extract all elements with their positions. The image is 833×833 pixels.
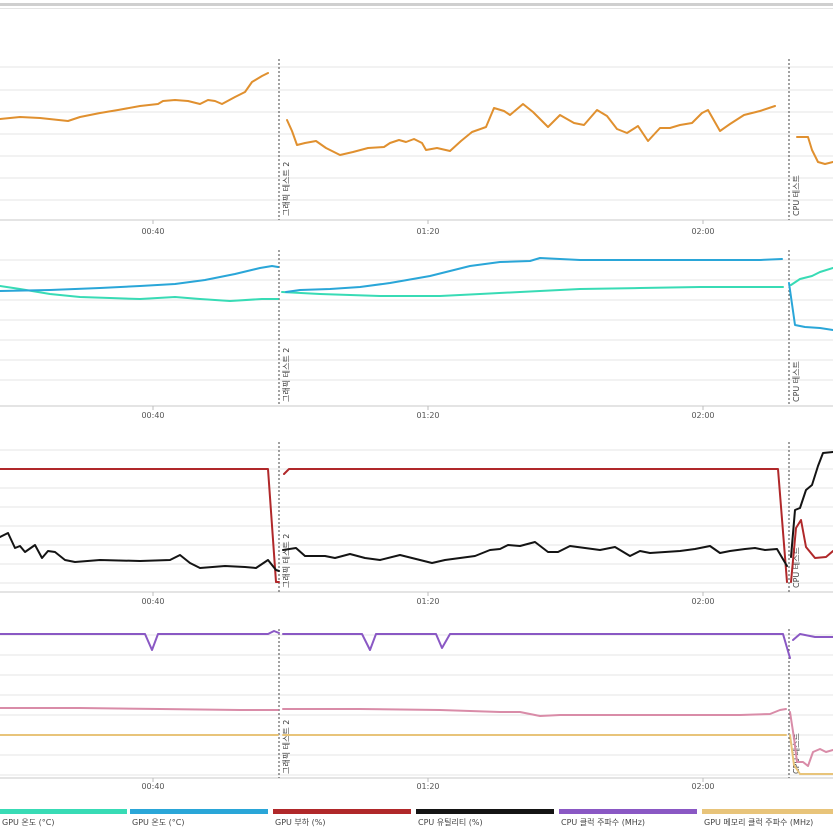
legend-label: CPU 유틸리티 (%) (418, 818, 483, 827)
series-line (0, 532, 280, 572)
x-tick-label: 02:00 (691, 782, 714, 791)
series-line (0, 285, 279, 302)
legend-label: GPU 온도 (°C) (2, 818, 55, 827)
legend-swatch (416, 809, 554, 814)
series-line (789, 711, 833, 767)
legend-item-cpu-clock[interactable]: CPU 클럭 주파수 (MHz) (559, 806, 697, 833)
legend-label: CPU 클럭 주파수 (MHz) (561, 818, 646, 827)
series-line (796, 136, 833, 165)
series-line (282, 708, 787, 717)
series-line (282, 633, 791, 659)
series-line (286, 103, 776, 156)
series-line (0, 468, 280, 583)
window-top-line (0, 3, 833, 6)
series-line (788, 282, 833, 331)
event-marker-label: 그래픽 테스트 2 (281, 348, 291, 402)
x-tick-label: 01:20 (416, 597, 439, 606)
series-line (790, 451, 833, 558)
x-tick-label: 02:00 (691, 227, 714, 236)
x-tick-label: 00:40 (141, 782, 164, 791)
legend-swatch (702, 809, 833, 814)
series-line (0, 72, 269, 122)
legend-swatch (559, 809, 697, 814)
series-line (792, 633, 833, 641)
event-marker-label: 그래픽 테스트 2 (281, 720, 291, 774)
x-tick-label: 02:00 (691, 597, 714, 606)
legend-item-gpu-temp-1[interactable]: GPU 온도 (°C) (0, 806, 127, 833)
event-marker-label: 그래픽 테스트 2 (281, 534, 291, 588)
legend-swatch (130, 809, 268, 814)
series-line (0, 265, 279, 292)
x-tick-label: 01:20 (416, 411, 439, 420)
x-tick-label: 00:40 (141, 227, 164, 236)
legend-item-gpu-temp-2[interactable]: GPU 온도 (°C) (130, 806, 268, 833)
legend-label: GPU 온도 (°C) (132, 818, 185, 827)
window-top-bar (0, 0, 833, 9)
x-tick-label: 01:20 (416, 227, 439, 236)
legend-swatch (273, 809, 411, 814)
event-marker-label: CPU 테스트 (792, 361, 801, 402)
series-line (0, 707, 279, 711)
event-marker-label: CPU 테스트 (792, 547, 801, 588)
x-tick-label: 02:00 (691, 411, 714, 420)
series-line (790, 519, 833, 583)
x-tick-label: 00:40 (141, 411, 164, 420)
event-marker-label: CPU 테스트 (792, 175, 801, 216)
series-line (281, 286, 784, 297)
legend-item-gpu-memory-clock[interactable]: GPU 메모리 클럭 주파수 (MHz) (702, 806, 833, 833)
legend-label: GPU 부하 (%) (275, 818, 326, 827)
x-tick-label: 00:40 (141, 597, 164, 606)
legend-swatch (0, 809, 127, 814)
legend-item-cpu-utility[interactable]: CPU 유틸리티 (%) (416, 806, 554, 833)
series-line (790, 267, 833, 286)
legend-item-gpu-load[interactable]: GPU 부하 (%) (273, 806, 411, 833)
event-marker-label: 그래픽 테스트 2 (281, 162, 291, 216)
chart-legend: GPU 온도 (°C) GPU 온도 (°C) GPU 부하 (%) CPU 유… (0, 806, 833, 833)
x-tick-label: 01:20 (416, 782, 439, 791)
series-line (283, 468, 788, 583)
legend-label: GPU 메모리 클럭 주파수 (MHz) (704, 818, 814, 827)
series-line (282, 541, 788, 567)
series-line (789, 734, 833, 775)
series-line (0, 630, 280, 651)
series-line (285, 257, 783, 293)
